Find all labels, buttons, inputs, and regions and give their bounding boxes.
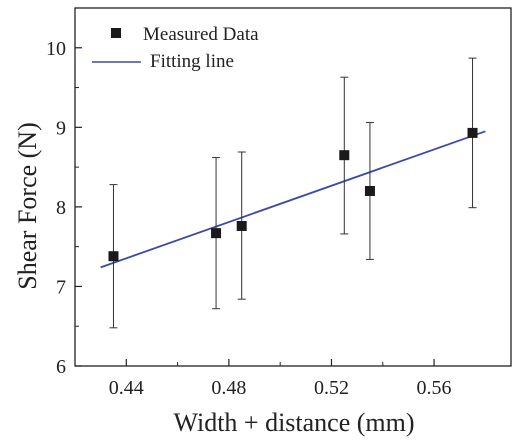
fitting-line-layer bbox=[100, 130, 486, 269]
data-point-4 bbox=[364, 185, 375, 196]
x-axis-title: Width + distance (mm) bbox=[173, 408, 414, 437]
axes-layer: 0.44 0.48 0.52 0.56 6 7 8 9 10 bbox=[46, 7, 512, 399]
legend-marker-measured bbox=[111, 28, 121, 38]
y-tick-label-0: 6 bbox=[56, 356, 66, 378]
y-tick-label-3: 9 bbox=[56, 117, 66, 139]
plot-frame bbox=[74, 7, 512, 367]
y-axis-title: Shear Force (N) bbox=[13, 122, 42, 290]
data-point-0 bbox=[108, 251, 119, 262]
legend: Measured Data Fitting line bbox=[92, 24, 259, 72]
y-tick-label-1: 7 bbox=[56, 276, 66, 298]
y-tick-label-4: 10 bbox=[46, 38, 66, 60]
legend-label-measured: Measured Data bbox=[143, 24, 259, 45]
legend-label-fitting: Fitting line bbox=[150, 51, 234, 72]
data-point-2 bbox=[236, 220, 247, 231]
y-tick-label-2: 8 bbox=[56, 197, 66, 219]
fitting-line bbox=[100, 130, 486, 269]
marker-layer bbox=[108, 127, 478, 262]
x-tick-label-1: 0.48 bbox=[211, 377, 246, 399]
data-point-5 bbox=[467, 127, 478, 138]
x-tick-label-2: 0.52 bbox=[314, 377, 349, 399]
data-point-1 bbox=[211, 228, 222, 239]
x-tick-label-3: 0.56 bbox=[417, 377, 452, 399]
error-bar-layer bbox=[109, 57, 477, 329]
x-tick-label-0: 0.44 bbox=[109, 377, 144, 399]
data-point-3 bbox=[339, 150, 350, 161]
